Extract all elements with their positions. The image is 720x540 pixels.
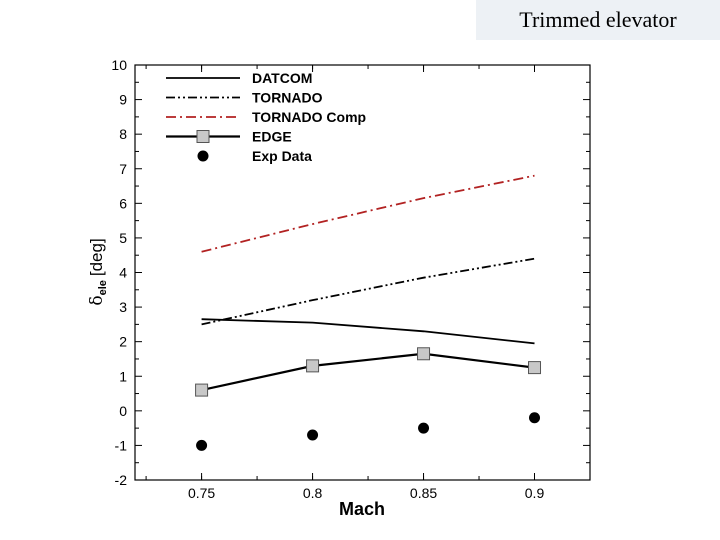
series-line-edge	[201, 352, 535, 392]
series-line-tornado-comp	[201, 174, 535, 253]
y-tick-label: 4	[119, 265, 127, 281]
x-tick-label: 0.85	[410, 485, 437, 501]
y-axis-label: δele[deg]	[87, 238, 109, 305]
data-point-circle	[418, 422, 430, 434]
x-tick-label: 0.9	[525, 485, 545, 501]
plot-frame	[134, 64, 591, 481]
legend-marker-square	[196, 130, 210, 143]
data-point-circle	[307, 429, 319, 441]
data-point-circle	[529, 412, 541, 424]
series-line-tornado	[201, 257, 535, 326]
y-axis-label-text: δele[deg]	[87, 238, 109, 305]
y-tick-label: 8	[119, 126, 127, 142]
data-point-square	[528, 361, 542, 375]
y-tick-label: 7	[119, 161, 127, 177]
x-axis-label: Mach	[339, 499, 385, 519]
y-tick-label: -2	[115, 472, 128, 488]
slide-title: Trimmed elevator	[476, 0, 720, 40]
y-tick-label: 2	[119, 334, 127, 350]
legend-marker-circle	[197, 150, 209, 162]
series-layer	[195, 174, 542, 451]
legend-label: EDGE	[252, 129, 292, 145]
x-axis: 0.75 0.8 0.85 0.9	[145, 65, 545, 501]
data-point-square	[306, 359, 320, 373]
data-point-circle	[196, 439, 208, 451]
y-tick-label: 9	[119, 92, 127, 108]
y-tick-label: 3	[119, 299, 127, 315]
x-tick-label: 0.75	[188, 485, 215, 501]
data-point-square	[417, 347, 431, 361]
y-tick-label: 6	[119, 195, 127, 211]
legend-label: DATCOM	[252, 70, 312, 86]
y-tick-label: 10	[111, 57, 127, 73]
data-point-square	[195, 383, 209, 397]
series-line-datcom	[201, 318, 535, 345]
x-tick-label: 0.8	[303, 485, 323, 501]
y-tick-label: 5	[119, 230, 127, 246]
y-axis: -2 -1 0 1 2 3 4 5 6 7 8 9 10	[111, 57, 590, 488]
legend-label: TORNADO	[252, 90, 323, 106]
legend-label: Exp Data	[252, 148, 312, 164]
legend: DATCOM TORNADO TORNADO Comp EDGE Exp Data	[166, 70, 366, 164]
legend-label: TORNADO Comp	[252, 109, 366, 125]
y-tick-label: 1	[119, 368, 127, 384]
y-tick-label: -1	[115, 437, 128, 453]
y-tick-label: 0	[119, 403, 127, 419]
